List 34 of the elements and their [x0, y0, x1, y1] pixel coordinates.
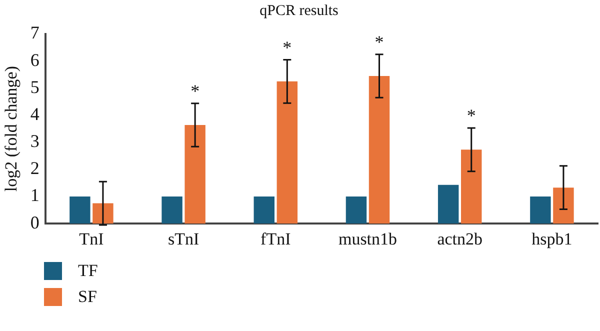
y-tick-label: 7 [30, 22, 40, 43]
x-tick-label: hspb1 [532, 229, 572, 248]
y-tick-label: 2 [30, 158, 40, 178]
y-tick-label: 5 [30, 76, 40, 97]
y-tick-label: 6 [30, 50, 40, 70]
bar [184, 125, 206, 224]
y-tick-label: 4 [30, 104, 40, 124]
y-axis-title: log2 (fold change) [2, 66, 21, 192]
x-tick-label: actn2b [437, 229, 483, 248]
bar [530, 196, 551, 224]
bar [346, 196, 367, 224]
annotation: * [374, 32, 384, 52]
y-tick-label: 0 [30, 212, 40, 232]
x-tick-label: TnI [79, 229, 104, 248]
y-tick-label: 1 [30, 185, 40, 206]
bar [553, 188, 574, 224]
chart-title: qPCR results [260, 2, 339, 19]
bar [70, 196, 90, 224]
x-tick-label: sTnI [168, 229, 200, 248]
bar [92, 203, 114, 224]
x-tick-label: fTnI [260, 229, 292, 248]
y-tick-label: 3 [30, 131, 40, 152]
bar [368, 76, 390, 224]
legend-label: SF [78, 287, 97, 307]
bar [162, 196, 182, 224]
x-tick-label: mustn1b [338, 229, 398, 248]
annotation: * [282, 37, 292, 58]
annotation: * [466, 106, 476, 126]
annotation: * [190, 81, 200, 102]
bar [461, 150, 482, 224]
legend-label: TF [78, 261, 98, 281]
bar [254, 196, 274, 224]
bar [276, 81, 298, 224]
bar [438, 184, 459, 224]
